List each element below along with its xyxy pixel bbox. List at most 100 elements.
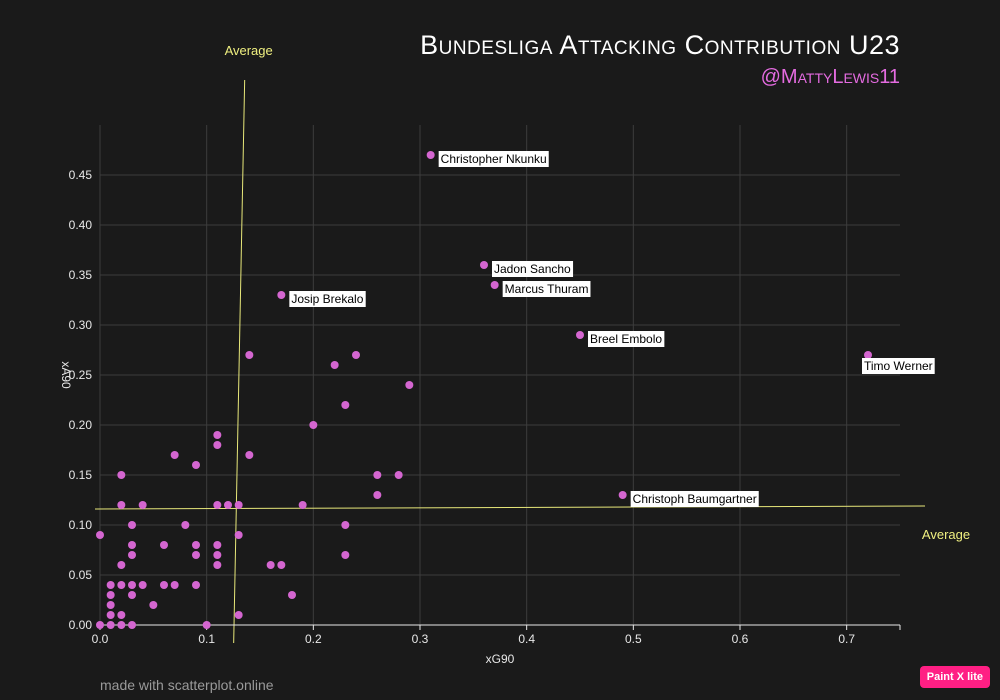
data-point[interactable] (373, 491, 382, 499)
y-tick-label: 0.40 (69, 218, 93, 232)
data-point[interactable] (341, 401, 350, 409)
data-point[interactable] (117, 611, 126, 619)
chart-subtitle: @MattyLewis11 (760, 66, 900, 88)
data-point[interactable] (245, 351, 254, 359)
data-point[interactable] (288, 591, 296, 599)
data-point[interactable] (394, 471, 403, 479)
data-point[interactable] (234, 531, 243, 539)
data-point[interactable] (192, 461, 200, 469)
data-point[interactable] (128, 591, 136, 599)
player-label: Marcus Thuram (502, 281, 591, 297)
data-point[interactable] (202, 621, 211, 629)
data-point[interactable] (106, 591, 115, 599)
data-point[interactable] (170, 581, 179, 589)
data-point[interactable] (170, 451, 179, 459)
data-point[interactable] (373, 471, 382, 479)
data-point[interactable] (128, 581, 136, 589)
grid-layer (99, 125, 900, 626)
data-point[interactable] (341, 551, 350, 559)
data-point[interactable] (192, 551, 200, 559)
data-point[interactable] (277, 561, 286, 569)
data-point[interactable] (117, 581, 126, 589)
data-point[interactable] (181, 521, 190, 529)
data-point[interactable] (160, 581, 168, 589)
labeled-data-point[interactable] (618, 491, 627, 499)
data-point[interactable] (138, 501, 147, 509)
data-point[interactable] (96, 621, 104, 629)
data-point[interactable] (245, 451, 254, 459)
labeled-data-point[interactable] (576, 331, 584, 339)
data-point[interactable] (160, 541, 168, 549)
y-tick-label: 0.35 (69, 268, 93, 282)
data-point[interactable] (106, 621, 115, 629)
data-point[interactable] (213, 441, 222, 449)
data-point[interactable] (352, 351, 360, 359)
paint-x-lite-badge[interactable]: Paint X lite (919, 666, 990, 688)
y-tick-label: 0.10 (69, 518, 93, 532)
player-label: Jadon Sancho (492, 261, 574, 277)
player-label: Christoph Baumgartner (630, 491, 759, 507)
data-point[interactable] (149, 601, 158, 609)
data-point[interactable] (106, 601, 115, 609)
data-point[interactable] (96, 531, 104, 539)
data-point[interactable] (128, 551, 136, 559)
data-point[interactable] (213, 501, 222, 509)
data-point[interactable] (309, 421, 318, 429)
player-label: Josip Brekalo (289, 291, 366, 307)
average-lines: Average Average (94, 43, 970, 644)
data-point[interactable] (266, 561, 275, 569)
average-x-line (233, 79, 246, 644)
data-point[interactable] (213, 561, 222, 569)
data-point[interactable] (405, 381, 414, 389)
y-tick-label: 0.45 (69, 168, 93, 182)
data-point[interactable] (341, 521, 350, 529)
data-point[interactable] (213, 551, 222, 559)
data-point[interactable] (192, 541, 200, 549)
y-axis-label: xA90 (59, 361, 73, 389)
y-tick-label: 0.00 (69, 618, 93, 632)
player-label-text: Timo Werner (864, 359, 933, 373)
data-point[interactable] (224, 501, 232, 509)
player-label: Breel Embolo (588, 331, 665, 347)
tick-labels: 0.0 0.1 0.2 0.3 0.4 0.5 0.6 0.7 0.00 0.05 0.10 0.15… (69, 168, 901, 646)
x-tick-label: 0.6 (732, 632, 749, 646)
data-point[interactable] (128, 621, 136, 629)
data-point[interactable] (213, 431, 222, 439)
data-point[interactable] (117, 621, 126, 629)
data-point[interactable] (117, 561, 126, 569)
labeled-data-point[interactable] (277, 291, 286, 299)
chart-title: Bundesliga Attacking Contribution U23 (420, 30, 900, 60)
data-point[interactable] (128, 541, 136, 549)
data-point[interactable] (330, 361, 339, 369)
data-point[interactable] (298, 501, 307, 509)
data-point[interactable] (138, 581, 147, 589)
x-tick-label: 0.4 (518, 632, 535, 646)
x-tick-label: 0.7 (838, 632, 855, 646)
data-point[interactable] (106, 581, 115, 589)
y-tick-label: 0.25 (69, 368, 93, 382)
y-tick-label: 0.05 (69, 568, 93, 582)
data-point[interactable] (213, 541, 222, 549)
labeled-data-point[interactable] (490, 281, 499, 289)
player-label-box (289, 291, 366, 307)
data-point[interactable] (234, 501, 243, 509)
data-point[interactable] (234, 611, 243, 619)
footer-credit: made with scatterplot.online (100, 677, 274, 693)
x-tick-label: 0.0 (92, 632, 109, 646)
data-point[interactable] (192, 581, 200, 589)
player-label-box (502, 281, 591, 297)
data-point[interactable] (117, 501, 126, 509)
player-label: Timo Werner (862, 358, 935, 374)
player-label-box (438, 151, 549, 167)
x-tick-label: 0.3 (412, 632, 429, 646)
y-tick-label: 0.15 (69, 468, 93, 482)
average-y-line (94, 505, 926, 510)
data-point[interactable] (128, 521, 136, 529)
labeled-data-point[interactable] (480, 261, 488, 269)
player-labels: Christopher Nkunku Jadon Sancho Marcus Thu… (289, 151, 935, 507)
data-point[interactable] (106, 611, 115, 619)
player-label-text: Christoph Baumgartner (633, 492, 757, 506)
data-point[interactable] (117, 471, 126, 479)
labeled-data-point[interactable] (864, 351, 872, 359)
labeled-data-point[interactable] (426, 151, 435, 159)
